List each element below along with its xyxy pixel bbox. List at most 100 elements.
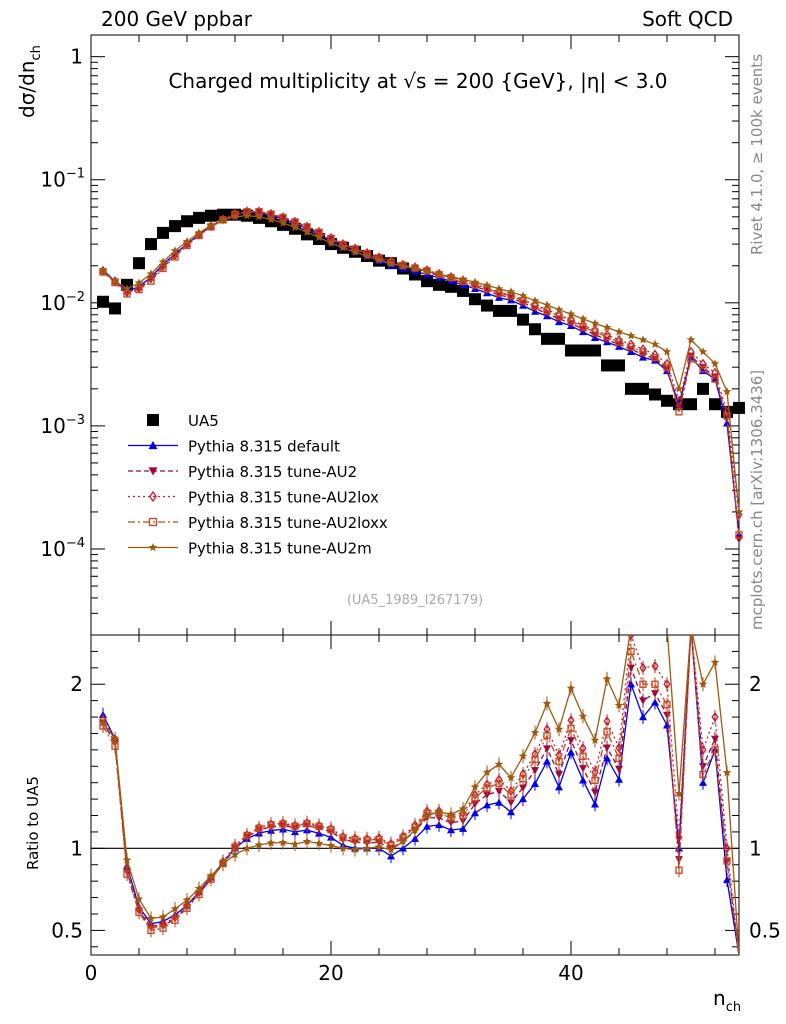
y-tick-label: 10−2 — [40, 290, 85, 315]
series-5 — [98, 211, 744, 516]
data-point — [709, 398, 721, 411]
data-point — [398, 261, 408, 270]
data-point — [471, 794, 479, 802]
data-point — [698, 347, 708, 356]
x-tick-label: 0 — [85, 961, 98, 985]
data-point — [302, 227, 312, 236]
data-point — [543, 732, 551, 740]
data-point — [302, 837, 312, 846]
data-point — [193, 211, 205, 224]
data-point — [554, 305, 564, 314]
data-point — [579, 765, 587, 773]
data-point — [433, 278, 445, 291]
data-point — [135, 285, 143, 294]
data-point — [566, 683, 576, 692]
data-point — [290, 839, 300, 848]
data-point — [148, 441, 158, 450]
data-point — [314, 838, 324, 847]
data-point — [494, 284, 504, 293]
data-point — [315, 822, 323, 831]
data-point — [699, 763, 707, 771]
data-point — [495, 787, 503, 796]
data-point — [109, 302, 121, 315]
ratio-series-line — [102, 635, 739, 955]
data-point — [723, 857, 731, 865]
data-point — [639, 344, 647, 355]
data-point — [291, 822, 299, 830]
data-point — [386, 845, 396, 854]
data-point — [685, 398, 697, 411]
data-point — [531, 767, 539, 775]
data-point — [149, 490, 157, 503]
series-0 — [97, 208, 745, 418]
data-point — [159, 264, 167, 273]
data-point — [338, 843, 348, 852]
x-tick-label: 40 — [558, 961, 583, 985]
data-point — [171, 253, 179, 261]
data-point — [182, 895, 192, 904]
data-point — [230, 850, 240, 859]
data-point — [711, 711, 719, 723]
data-point — [591, 776, 599, 784]
data-point — [662, 347, 672, 356]
data-point — [98, 266, 108, 275]
data-point — [338, 243, 348, 252]
chart-title: Charged multiplicity at √s = 200 {GeV}, … — [168, 69, 667, 93]
data-point — [543, 745, 551, 753]
data-point — [483, 784, 491, 792]
data-point — [518, 751, 528, 760]
data-point — [555, 771, 563, 779]
ratio-y-axis-label: Ratio to UA5 — [24, 776, 42, 870]
data-point — [639, 348, 647, 356]
ratio-series-line — [102, 635, 739, 955]
data-point — [254, 840, 264, 849]
data-point — [531, 302, 539, 310]
data-point — [699, 744, 707, 756]
data-point — [722, 768, 732, 777]
data-point — [326, 238, 336, 247]
data-point — [650, 339, 660, 348]
data-point — [122, 284, 132, 293]
data-point — [698, 679, 708, 688]
data-point — [483, 791, 491, 799]
ratio-series-2 — [99, 635, 739, 955]
data-point — [651, 349, 659, 360]
data-point — [471, 809, 479, 817]
data-point — [734, 507, 744, 516]
data-point — [469, 293, 481, 306]
data-point — [242, 211, 252, 220]
data-point — [531, 779, 539, 787]
data-point — [699, 770, 707, 779]
data-point — [651, 698, 659, 706]
data-point — [266, 838, 276, 847]
data-point — [205, 209, 217, 222]
data-point — [351, 835, 359, 844]
ratio-tick-label: 2 — [749, 672, 762, 696]
data-point — [374, 842, 384, 851]
data-point — [541, 332, 553, 345]
svg-text:dσ/dnch: dσ/dnch — [15, 45, 44, 118]
data-point — [578, 711, 588, 720]
data-point — [362, 251, 372, 260]
data-point — [567, 317, 575, 325]
ratio-series-1 — [99, 635, 739, 955]
data-point — [218, 859, 228, 868]
data-point — [651, 690, 659, 698]
data-point — [663, 679, 671, 690]
data-point — [123, 290, 131, 298]
data-point — [157, 226, 169, 239]
data-point — [614, 700, 624, 709]
ratio-series-3 — [99, 635, 739, 955]
data-point — [494, 759, 504, 768]
data-point — [134, 894, 144, 903]
data-point — [663, 363, 671, 371]
data-point — [434, 807, 444, 816]
data-point — [206, 221, 216, 230]
data-point — [711, 735, 719, 743]
data-point — [483, 801, 491, 809]
data-point — [194, 228, 204, 237]
data-point — [627, 664, 635, 672]
data-point — [663, 711, 671, 719]
data-point — [458, 804, 468, 813]
data-point — [470, 782, 480, 791]
